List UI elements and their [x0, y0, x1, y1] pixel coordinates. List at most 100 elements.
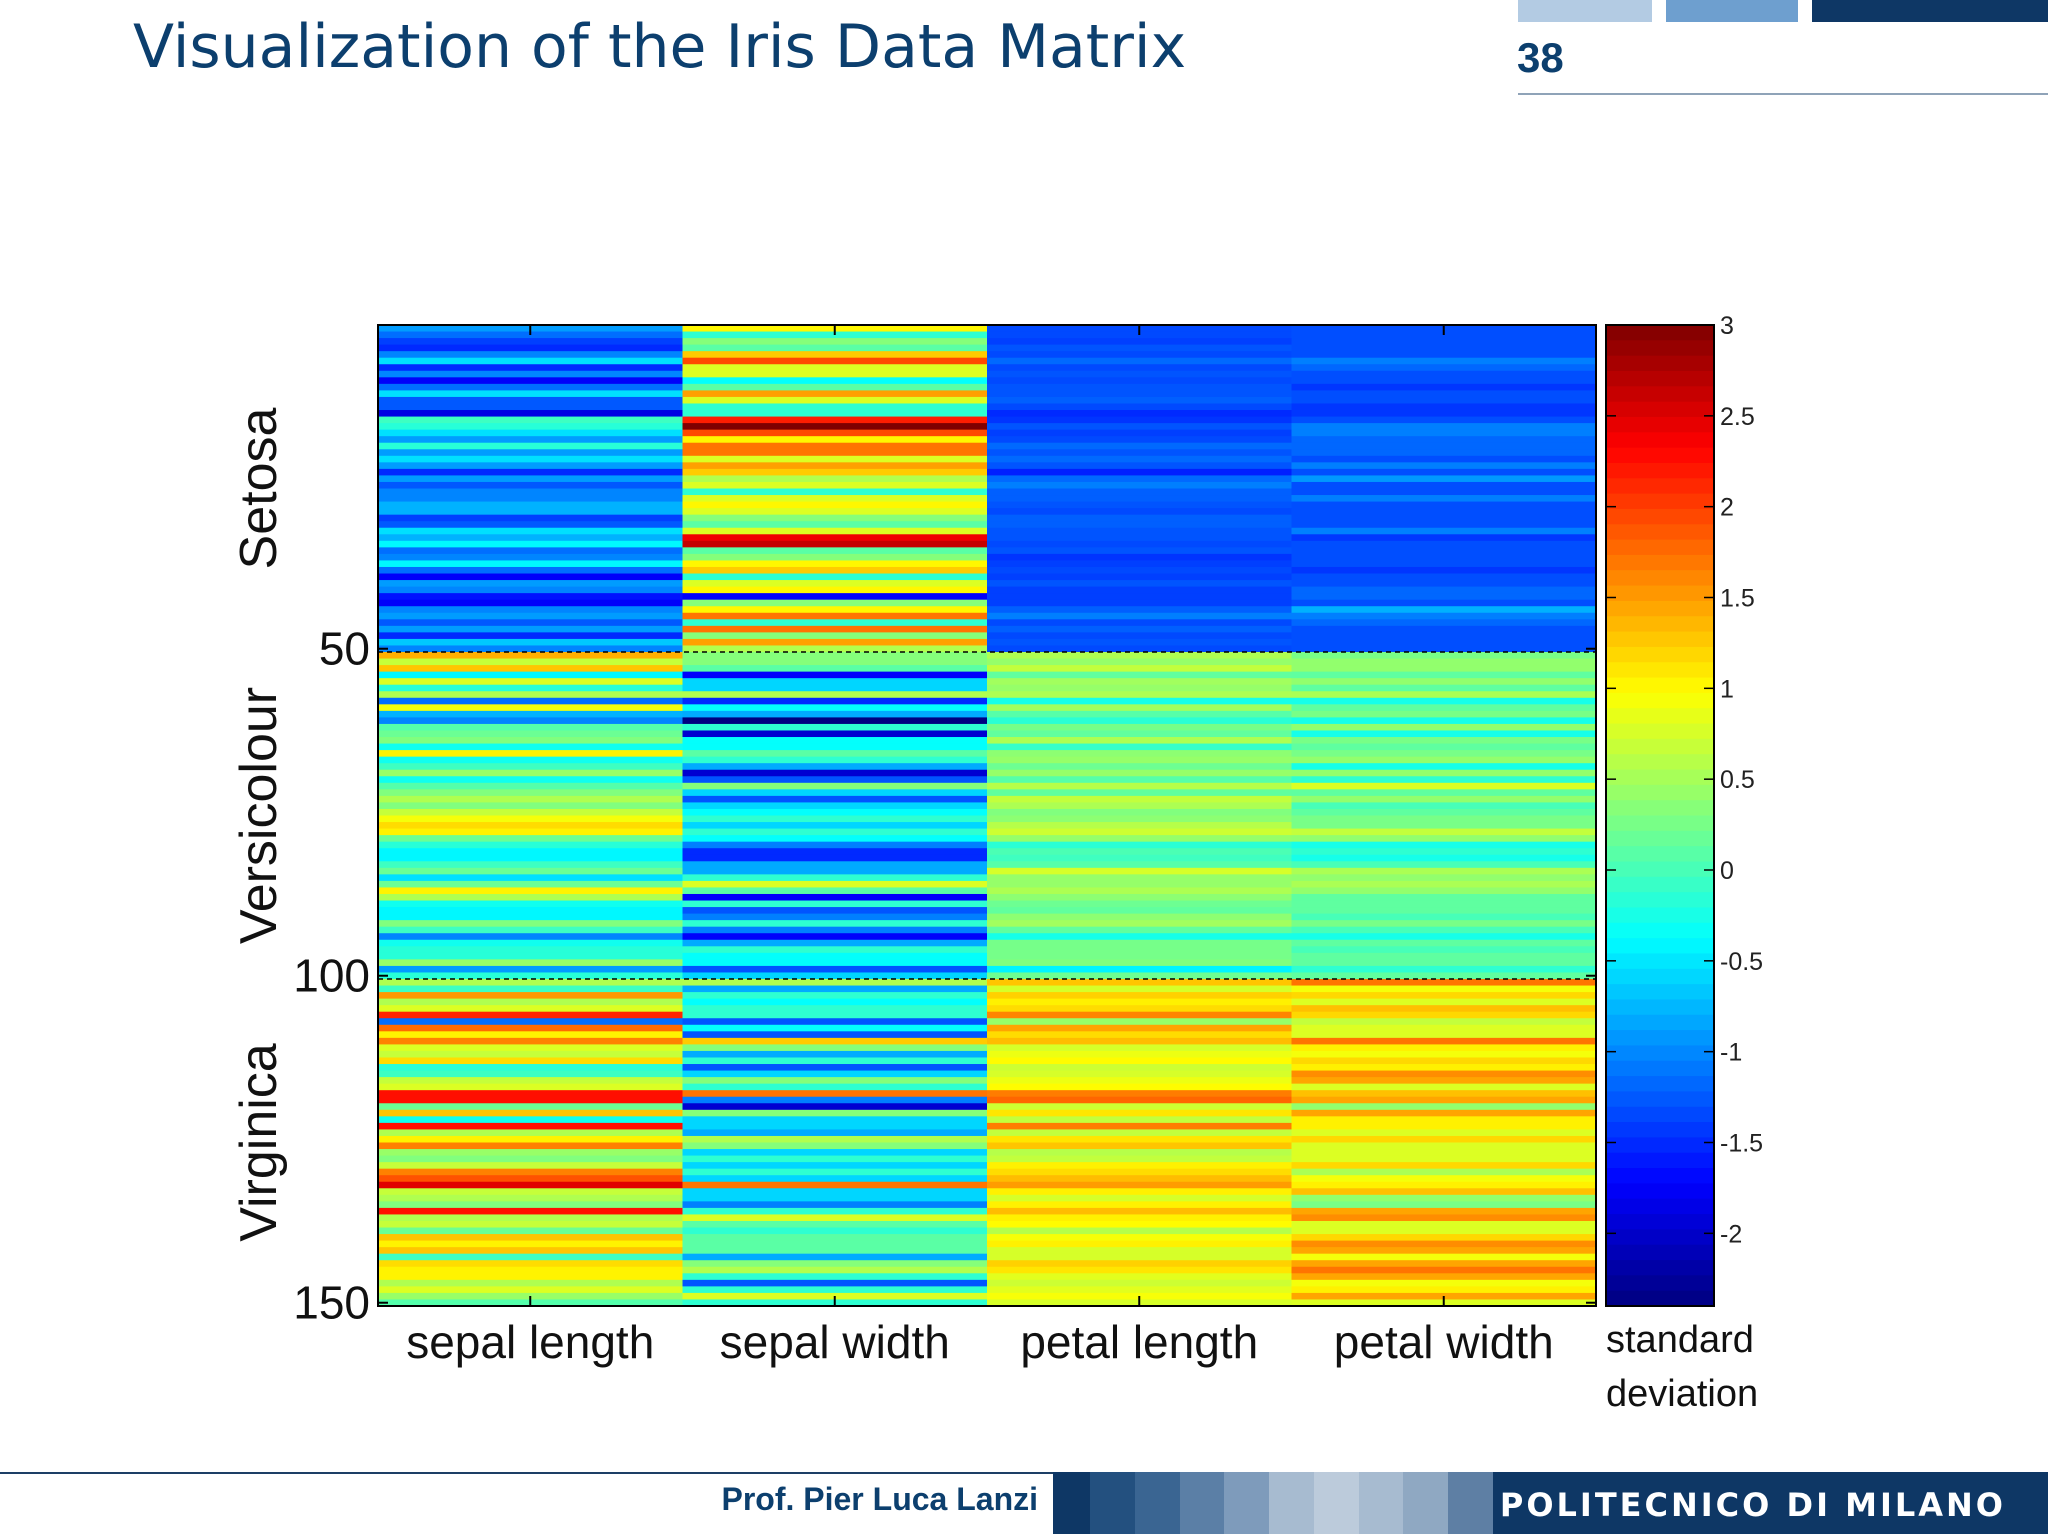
- heatmap-cell: [1291, 704, 1596, 712]
- heatmap-cell: [1291, 514, 1596, 522]
- heatmap-cell: [987, 1109, 1293, 1117]
- heatmap-cell: [378, 920, 684, 928]
- heatmap-cell: [378, 965, 684, 974]
- heatmap-cell: [1291, 828, 1596, 836]
- heatmap-cell: [1291, 468, 1596, 477]
- heatmap-cell: [682, 488, 988, 496]
- heatmap-cell: [1291, 750, 1596, 758]
- heatmap-cell: [378, 331, 684, 339]
- heatmap-cell: [378, 442, 684, 450]
- heatmap-cell: [682, 710, 988, 718]
- heatmap-cell: [378, 586, 684, 594]
- heatmap-cell: [378, 795, 684, 804]
- colorbar-swatch: [1606, 1152, 1714, 1169]
- heatmap-cell: [987, 1234, 1293, 1242]
- heatmap-cell: [1291, 1168, 1596, 1176]
- heatmap-cell: [682, 1135, 988, 1144]
- colorbar-swatch: [1606, 662, 1714, 679]
- heatmap-cell: [378, 645, 684, 653]
- heatmap-cell: [682, 874, 988, 882]
- heatmap-cell: [1291, 357, 1596, 365]
- heatmap-cell: [1291, 743, 1596, 751]
- heatmap-cell: [378, 403, 684, 411]
- heatmap-cell: [987, 442, 1293, 450]
- heatmap-cell: [1291, 1109, 1596, 1117]
- heatmap-cell: [682, 416, 988, 424]
- heatmap-cell: [987, 684, 1293, 692]
- heatmap-cell: [682, 580, 988, 588]
- heatmap-cell: [987, 1044, 1293, 1052]
- colorbar-swatch: [1606, 386, 1714, 403]
- heatmap-cell: [378, 697, 684, 705]
- heatmap-cell: [378, 462, 684, 470]
- heatmap-cell: [378, 959, 684, 967]
- heatmap-cell: [987, 612, 1293, 620]
- heatmap-cell: [378, 684, 684, 692]
- heatmap-cell: [682, 1103, 988, 1111]
- heatmap-cell: [1291, 1057, 1596, 1065]
- heatmap-cell: [1291, 1031, 1596, 1039]
- heatmap-cell: [682, 442, 988, 450]
- heatmap-cell: [987, 946, 1293, 954]
- heatmap-cell: [682, 364, 988, 372]
- heatmap-cell: [682, 1168, 988, 1176]
- heatmap-cell: [1291, 1214, 1596, 1222]
- heatmap-cell: [987, 1207, 1293, 1216]
- column-ticks: sepal length sepal width petal length petal…: [406, 325, 1554, 1368]
- heatmap-cell: [682, 573, 988, 581]
- heatmap-cell: [1291, 462, 1596, 470]
- footer-band-segment: [1403, 1472, 1449, 1534]
- heatmap-cell: [378, 364, 684, 372]
- heatmap-cell: [1291, 1135, 1596, 1144]
- heatmap-cell: [378, 396, 684, 405]
- heatmap-cell: [987, 488, 1293, 496]
- heatmap-cell: [378, 835, 684, 843]
- heatmap-cell: [987, 495, 1293, 503]
- heatmap-cell: [1291, 959, 1596, 967]
- heatmap-cell: [378, 861, 684, 869]
- heatmap-cell: [682, 1129, 988, 1137]
- heatmap-cell: [987, 396, 1293, 405]
- colorbar-swatch: [1606, 938, 1714, 955]
- heatmap-cell: [1291, 1227, 1596, 1235]
- heatmap-cell: [378, 357, 684, 365]
- heatmap-cell: [1291, 1050, 1596, 1059]
- heatmap-cell: [682, 1005, 988, 1013]
- colorbar-tick-label: 2: [1720, 494, 1734, 522]
- heatmap-cell: [987, 907, 1293, 915]
- heatmap-cell: [378, 1194, 684, 1202]
- heatmap-cell: [378, 377, 684, 385]
- heatmap-cell: [1291, 1181, 1596, 1189]
- heatmap-cell: [378, 1286, 684, 1294]
- colorbar-swatch: [1606, 325, 1714, 341]
- heatmap-cell: [987, 501, 1293, 509]
- heatmap-cell: [1291, 893, 1596, 902]
- heatmap-cell: [378, 972, 684, 980]
- heatmap-cell: [378, 1162, 684, 1170]
- heatmap-cell: [1291, 1149, 1596, 1157]
- heatmap-cell: [378, 1090, 684, 1098]
- heatmap-cell: [987, 1077, 1293, 1085]
- heatmap-cell: [682, 1214, 988, 1222]
- heatmap-cell: [987, 782, 1293, 790]
- heatmap-cell: [378, 939, 684, 947]
- footer-author: Prof. Pier Luca Lanzi: [721, 1481, 1038, 1517]
- heatmap-cell: [987, 429, 1293, 437]
- heatmap-cell: [378, 1175, 684, 1183]
- heatmap-cell: [682, 933, 988, 941]
- heatmap-cell: [682, 1064, 988, 1072]
- heatmap-cell: [1291, 697, 1596, 705]
- heatmap-cell: [682, 1142, 988, 1150]
- heatmap-cell: [378, 1220, 684, 1229]
- colorbar-tick-label: -2: [1720, 1220, 1742, 1248]
- heatmap-cell: [378, 1214, 684, 1222]
- colorbar-swatch: [1606, 1045, 1714, 1062]
- colorbar-tick-label: 0.5: [1720, 766, 1755, 794]
- heatmap-cell: [682, 893, 988, 902]
- heatmap-cell: [682, 730, 988, 738]
- heatmap-cell: [1291, 527, 1596, 535]
- heatmap-cell: [378, 1188, 684, 1196]
- heatmap-cell: [682, 521, 988, 529]
- heatmap-cell: [682, 410, 988, 418]
- heatmap-cell: [378, 1273, 684, 1281]
